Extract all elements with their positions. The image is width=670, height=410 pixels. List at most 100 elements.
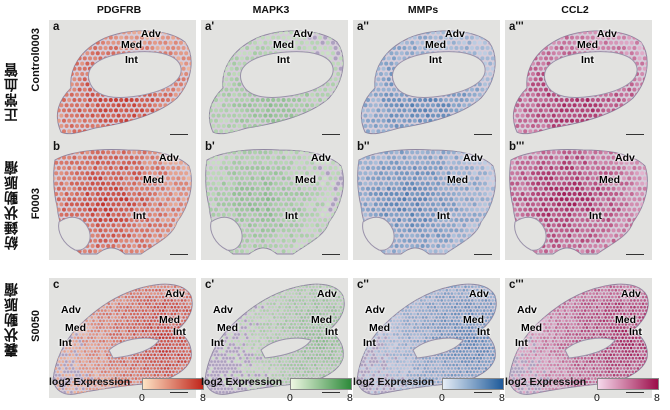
panel-label: a''' [509,21,524,33]
region-label-adv: Adv [445,28,465,40]
scale-bar [322,253,340,255]
panel-label: a'' [357,21,369,33]
legend-title-mmps: log2 Expression [353,376,435,388]
tissue-section-image [508,283,649,395]
tissue-section-image [509,149,648,255]
region-label-adv: Adv [517,304,537,316]
spatial-panel-s0050-mapk3: c' Adv Med Int Med Int Adv [201,278,348,398]
tissue-section-image [356,283,497,395]
region-label-int: Int [125,54,138,66]
scale-bar [626,253,644,255]
region-label-med: Med [599,174,620,186]
panel-label: c''' [509,279,524,291]
legend-max-ccl2: 8 [654,392,660,404]
spatial-panel-f0003-ccl2: b''' Adv Med Int [505,140,652,260]
scale-bar [170,253,188,255]
row-sample-label-saccular: S0050 [30,310,42,342]
region-label-med: Med [447,174,468,186]
tissue-section-image [357,149,496,255]
legend-min-mapk3: 0 [287,392,293,404]
panel-label: c [53,279,60,291]
panel-label: c'' [357,279,369,291]
panel-label: b [53,141,61,153]
tissue-section-image [53,149,192,255]
region-label-med: Med [425,39,446,51]
column-title-mapk3: MAPK3 [252,4,290,16]
region-label-int: Int [437,210,450,222]
column-title-mmps: MMPs [407,4,439,16]
region-label-int: Int [133,210,146,222]
region-label-med: Med [121,39,142,51]
region-label-med: Med [463,314,484,326]
scale-bar [626,391,644,393]
region-label-med: Med [159,314,180,326]
spatial-panel-f0003-mmps: b'' Adv Med Int [353,140,500,260]
tissue-section-image [205,149,344,255]
region-label-int: Int [477,326,490,338]
region-label-adv: Adv [615,152,635,164]
region-label-adv: Adv [159,152,179,164]
scale-bar [170,133,188,135]
region-label-int: Int [211,337,224,349]
region-label-med: Med [577,39,598,51]
region-label-int: Int [429,54,442,66]
column-title-pdgfrb: PDGFRB [96,4,142,16]
spatial-panel-f0003-pdgfrb: b Adv Med Int [49,140,196,260]
legend-max-mmps: 8 [499,392,505,404]
region-label-int: Int [629,326,642,338]
region-label-int: Int [277,54,290,66]
tissue-section-image [512,30,648,135]
legend-colorbar-mapk3 [290,378,352,390]
scale-bar [474,133,492,135]
region-label-adv: Adv [365,304,385,316]
region-label-adv: Adv [621,288,641,300]
spatial-panel-control0003-mapk3: a' Adv Med Int [201,20,348,140]
region-label-med: Med [273,39,294,51]
region-label-adv: Adv [469,288,489,300]
region-label-adv: Adv [61,304,81,316]
tissue-section-image [360,30,496,135]
region-label-adv: Adv [165,288,185,300]
legend-min-pdgfrb: 0 [139,392,145,404]
panel-label: b' [205,141,215,153]
row-sample-label-fusiform: F0003 [30,188,42,220]
row-group-label-control: 正常血管 [4,62,20,122]
legend-min-mmps: 0 [439,392,445,404]
region-label-adv: Adv [213,304,233,316]
scale-bar [474,391,492,393]
panel-label: b'' [357,141,370,153]
legend-max-pdgfrb: 8 [200,392,206,404]
panel-label: b''' [509,141,525,153]
region-label-med: Med [143,174,164,186]
panel-label: a' [205,21,215,33]
row-group-label-fusiform: 紡錘状動脈瘤 [4,160,20,250]
row-group-label-saccular: 嚢状動脈瘤 [4,282,20,357]
tissue-section-image [208,30,344,135]
region-label-int: Int [515,337,528,349]
scale-bar [170,391,188,393]
region-label-int: Int [581,54,594,66]
tissue-section-image [56,30,192,135]
region-label-adv: Adv [597,28,617,40]
region-label-int: Int [589,210,602,222]
region-label-adv: Adv [293,28,313,40]
region-label-med: Med [65,322,86,334]
region-label-adv: Adv [317,288,337,300]
region-label-int: Int [363,337,376,349]
region-label-med: Med [521,322,542,334]
spatial-panel-control0003-mmps: a'' Adv Med Int [353,20,500,140]
region-label-med: Med [615,314,636,326]
region-label-med: Med [295,174,316,186]
legend-max-mapk3: 8 [347,392,353,404]
region-label-int: Int [325,326,338,338]
legend-title-mapk3: log2 Expression [201,376,283,388]
region-label-med: Med [311,314,332,326]
panel-label: a [53,21,60,33]
legend-min-ccl2: 0 [594,392,600,404]
region-label-med: Med [217,322,238,334]
legend-colorbar-mmps [442,378,504,390]
region-label-int: Int [59,337,72,349]
scale-bar [322,391,340,393]
legend-colorbar-ccl2 [597,378,659,390]
spatial-panel-s0050-mmps: c'' Adv Med Int Med Int Adv [353,278,500,398]
